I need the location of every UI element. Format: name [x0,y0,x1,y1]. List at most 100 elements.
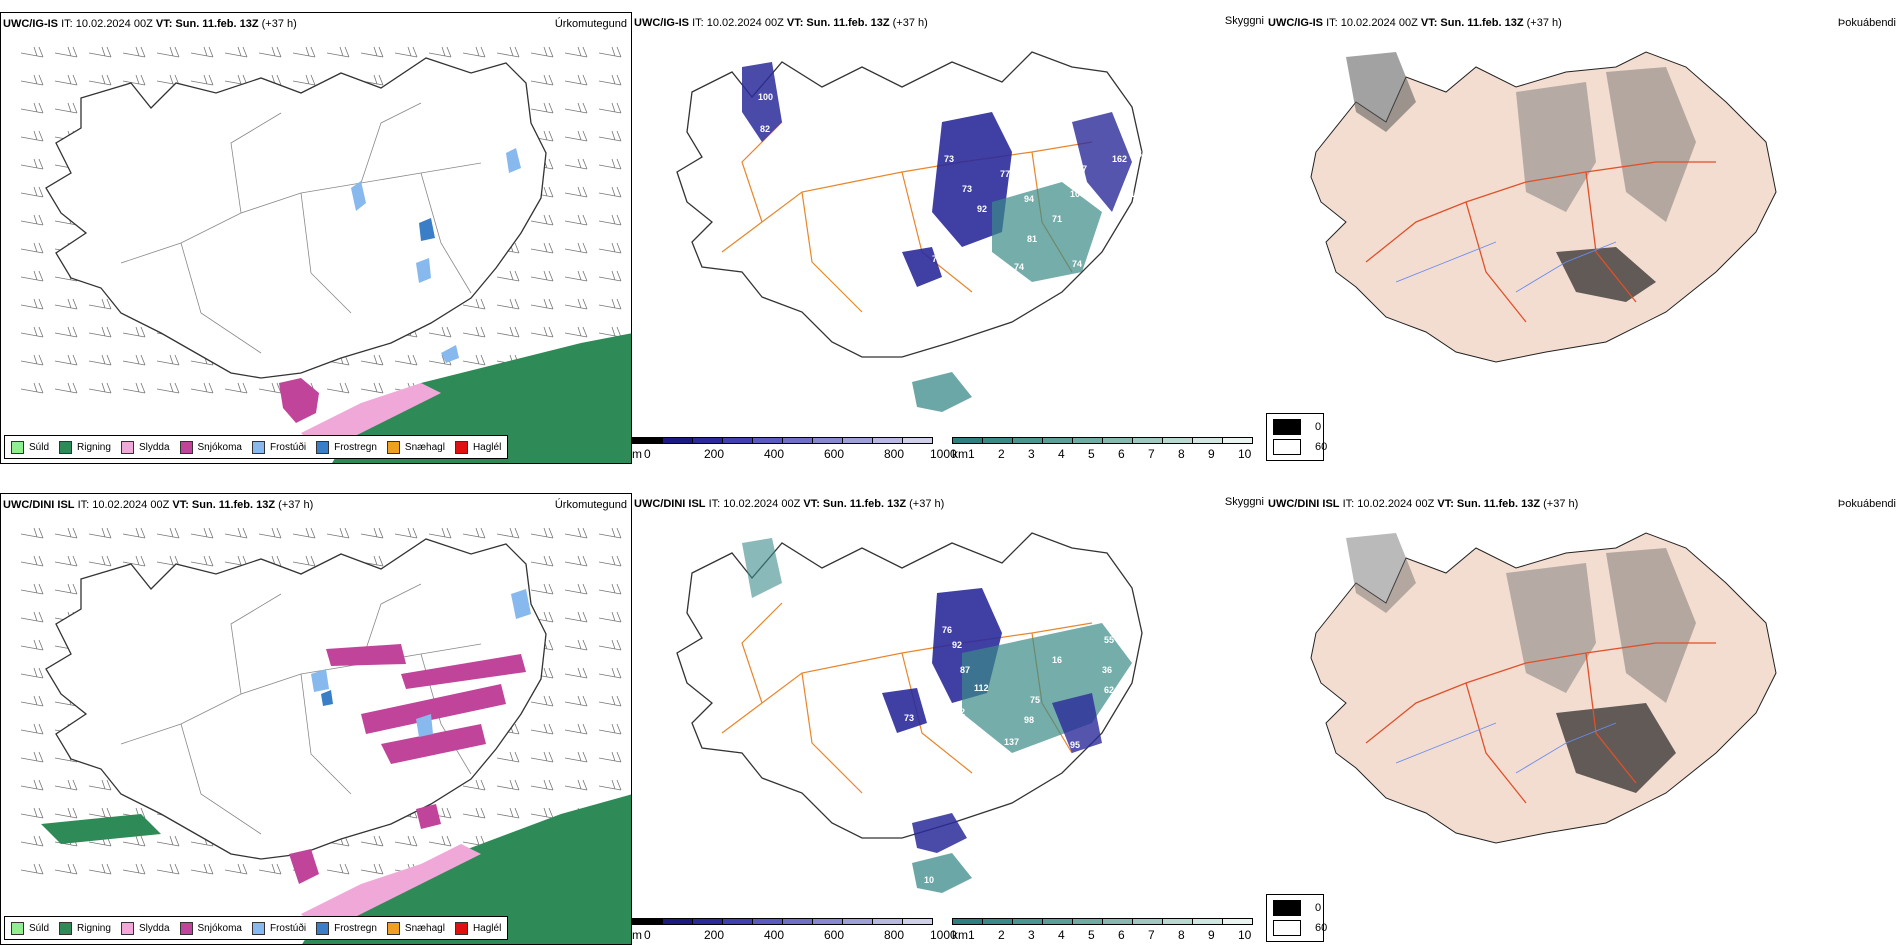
wind-barb [88,354,112,366]
colorbar-segment [722,437,753,444]
wind-barb [122,326,146,338]
snow-area [279,378,319,423]
precip-map [20,527,631,944]
wind-barb [20,46,44,58]
sleet-area [301,844,481,934]
wind-barb [598,186,622,198]
wind-barb [122,863,146,875]
colorbar-tick-label: 400 [764,447,785,461]
wind-barb [54,298,78,310]
panel-header: UWC/IG-IS IT: 10.02.2024 00Z VT: Sun. 11… [3,18,297,30]
colorbar-segment [752,918,783,925]
height-colorbar: m 0 200 400 600 800 1000 [632,437,957,461]
wind-barb [156,527,180,539]
wind-barb [496,807,520,819]
fog-legend-swatch [1273,920,1301,936]
wind-barb [190,555,214,567]
colorbar-segment [872,918,903,925]
wind-barb [530,807,554,819]
wind-barb [598,74,622,86]
wind-barb [122,382,146,394]
wind-barb [258,46,282,58]
snow-band-2 [401,654,526,689]
low-vis-area-7 [912,853,972,893]
precip-panel-top: UWC/IG-IS IT: 10.02.2024 00Z VT: Sun. 11… [0,12,632,464]
model-name: UWC/IG-IS [634,17,689,29]
wind-barb [88,807,112,819]
wind-barb [54,102,78,114]
colorbar-segment [632,918,663,925]
panel-title: Þokuábendi [1837,17,1896,29]
wind-barb [20,158,44,170]
wind-barb [564,74,588,86]
valid-time: Sun. 11.feb. 13Z [806,17,890,29]
colorbar-tick-label: 9 [1208,928,1215,942]
colorbar-unit: km [952,928,968,942]
wind-barb [564,723,588,735]
wind-barb [54,527,78,539]
fog-legend-label: 60 [1315,922,1328,934]
precip-legend-label: Súld [29,441,50,453]
wind-barb [598,611,622,623]
wind-barb [598,102,622,114]
precip-legend-item: Frostúði [251,921,307,935]
precip-panel-bottom: UWC/DINI ISL IT: 10.02.2024 00Z VT: Sun.… [0,493,632,945]
wind-barb [564,555,588,567]
visibility-value-label: 10 [924,875,934,885]
wind-barb [360,835,384,847]
model-name: UWC/DINI ISL [1268,498,1340,510]
fog-legend-item: 60 [1273,439,1327,455]
wind-barb [20,863,44,875]
colorbar-unit: m [632,447,642,461]
wind-barb [20,667,44,679]
lead-time: (+37 h) [1543,498,1579,510]
precip-legend-label: Snæhagl [404,441,445,453]
wind-barb [530,46,554,58]
colorbar-tick-label: 6 [1118,928,1125,942]
precip-legend-label: Snæhagl [404,922,445,934]
visibility-value-label: 91 [1097,259,1107,269]
colorbar-tick-label: 600 [824,928,845,942]
wind-barb [88,779,112,791]
valid-time-label: VT: [786,17,804,29]
wind-barb [20,751,44,763]
freezing-drizzle-3 [416,258,431,283]
wind-barb [564,242,588,254]
wind-barb [496,779,520,791]
fog-legend-item: 0 [1273,900,1321,916]
wind-barb [292,555,316,567]
roads [120,583,482,835]
panel-title: Úrkomutegund [554,18,627,30]
precip-legend-item: Frostregn [316,921,377,935]
fog-legend-label: 0 [1315,421,1322,433]
precip-legend-swatch [316,440,330,454]
wind-barb [598,214,622,226]
precip-legend-label: Frostúði [269,922,307,934]
visibility-value-label: 17 [1130,189,1140,199]
colorbar-segment [842,918,873,925]
valid-time-label: VT: [1420,17,1438,29]
distance-colorbar: km 1 2 3 4 5 6 7 8 9 10 [952,437,1262,461]
colorbar-segment [1192,437,1223,444]
precip-legend-item: Slydda [120,921,170,935]
wind-barb [530,555,554,567]
wind-barb [54,863,78,875]
colorbar-tick-label: 3 [1028,447,1035,461]
wind-barb [564,130,588,142]
colorbar-segment [782,437,813,444]
init-time: IT: 10.02.2024 00Z [692,17,784,29]
colorbar-segment [1222,918,1253,925]
wind-barb [530,527,554,539]
precip-legend-label: Rigning [77,922,111,934]
visibility-value-label: 36 [1102,665,1112,675]
fog-area-3 [1606,67,1696,222]
colorbar-tick-label: 7 [1148,928,1155,942]
colorbar-segment [812,918,843,925]
panel-title: Þokuábendi [1837,498,1896,510]
iceland-outline [45,57,547,379]
colorbar-tick-label: 800 [884,447,905,461]
precip-legend-label: Slydda [138,922,170,934]
wind-barb [394,527,418,539]
wind-barb [564,583,588,595]
